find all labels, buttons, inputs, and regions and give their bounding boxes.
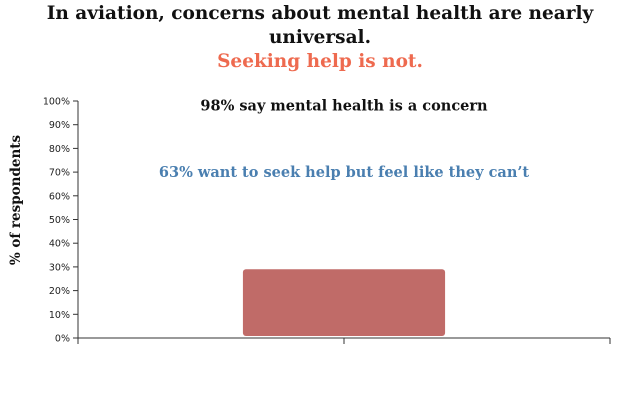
annotations: 98% say mental health is a concern 63% wa…: [159, 98, 530, 181]
headline-line-1: In aviation, concerns about mental healt…: [46, 3, 594, 48]
headline: In aviation, concerns about mental healt…: [0, 2, 640, 74]
y-tick-label: 30%: [49, 262, 70, 273]
y-axis: 0% 10% 20% 30% 40% 50% 60% 70% 80% 90% 100%: [43, 97, 79, 345]
y-tick-label: 10%: [49, 310, 70, 321]
headline-line-2: Seeking help is not.: [217, 51, 423, 72]
y-tick-label: 90%: [49, 120, 70, 131]
y-tick-label: 70%: [49, 168, 70, 179]
bar: [242, 269, 446, 336]
annotation-mid: 63% want to seek help but feel like they…: [159, 164, 530, 181]
bars: [242, 269, 446, 336]
annotation-top: 98% say mental health is a concern: [200, 98, 488, 115]
y-tick-label: 40%: [49, 239, 70, 250]
y-tick-label: 20%: [49, 286, 70, 297]
y-tick-label: 0%: [55, 334, 70, 345]
y-tick-label: 80%: [49, 144, 70, 155]
x-axis: [77, 337, 611, 344]
y-tick-label: 60%: [49, 191, 70, 202]
y-tick-label: 50%: [49, 215, 70, 226]
y-axis-label: % of respondents: [8, 134, 24, 265]
y-tick-label: 100%: [43, 97, 70, 108]
